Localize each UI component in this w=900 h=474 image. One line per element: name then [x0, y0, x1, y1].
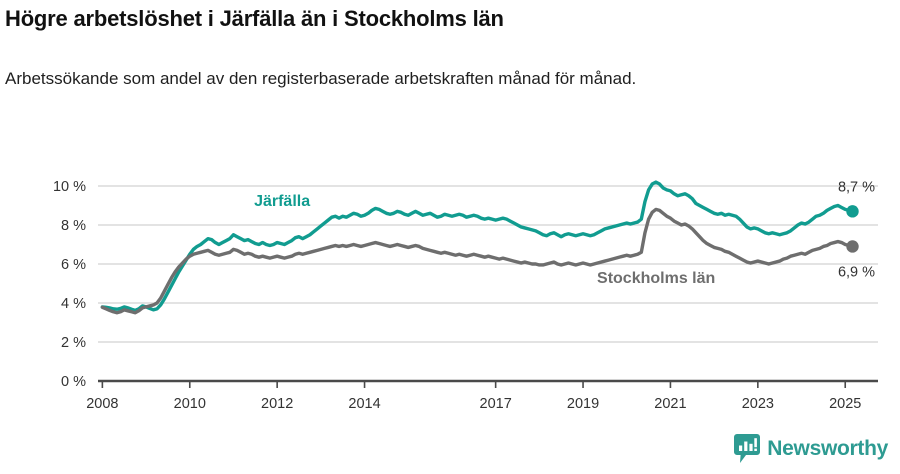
end-value-stockholms-lan: 6,9 % [838, 264, 875, 280]
x-tick-label: 2012 [261, 396, 293, 412]
x-tick-label: 2008 [86, 396, 118, 412]
x-tick-label: 2021 [654, 396, 686, 412]
x-tick-label: 2023 [742, 396, 774, 412]
x-tick-label: 2017 [480, 396, 512, 412]
series-endpoint-jarfalla [846, 205, 859, 218]
chart-series-labels: Järfälla Stockholms län [254, 193, 715, 287]
series-line-stockholms-lan [100, 207, 855, 315]
newsworthy-logo[interactable]: Newsworthy [734, 434, 888, 464]
x-tick-label: 2025 [829, 396, 861, 412]
series-label-stockholms-lan: Stockholms län [597, 270, 715, 287]
chart-footer: Newsworthy [0, 420, 900, 474]
x-axis [98, 379, 878, 388]
y-tick-label: 10 % [53, 179, 86, 195]
end-value-jarfalla: 8,7 % [838, 179, 875, 195]
series-endpoint-stockholms-lan [846, 240, 859, 253]
y-tick-label: 6 % [61, 257, 86, 273]
y-tick-label: 8 % [61, 218, 86, 234]
chart-end-value-annotations: 8,7 % 6,9 % [838, 179, 875, 280]
series-label-jarfalla: Järfälla [254, 193, 310, 210]
x-axis-tick-labels: 2008 2010 2012 2014 2017 2019 2021 2023 2025 [86, 396, 861, 412]
line-chart: 0 % 2 % 4 % 6 % 8 % 10 % 2008 2010 2012 2014 2017… [53, 179, 878, 412]
chart-series-lines [100, 180, 855, 315]
brand-name: Newsworthy [767, 437, 888, 460]
chart-gridlines [98, 185, 878, 343]
x-tick-label: 2010 [174, 396, 206, 412]
chart-series-endpoints [846, 205, 859, 253]
y-tick-label: 2 % [61, 335, 86, 351]
page-title: Högre arbetslöshet i Järfälla än i Stock… [5, 6, 504, 31]
y-axis-tick-labels: 0 % 2 % 4 % 6 % 8 % 10 % [53, 179, 86, 390]
chart-subtitle: Arbetssökande som andel av den registerb… [5, 69, 637, 88]
x-tick-label: 2014 [348, 396, 380, 412]
x-tick-label: 2019 [567, 396, 599, 412]
y-tick-label: 4 % [61, 296, 86, 312]
chart-plot-area: 0 % 2 % 4 % 6 % 8 % 10 % 2008 2010 2012 2014 2017… [0, 160, 900, 420]
y-tick-label: 0 % [61, 374, 86, 390]
bar-chart-bubble-icon [734, 434, 761, 463]
series-line-jarfalla [100, 180, 855, 313]
